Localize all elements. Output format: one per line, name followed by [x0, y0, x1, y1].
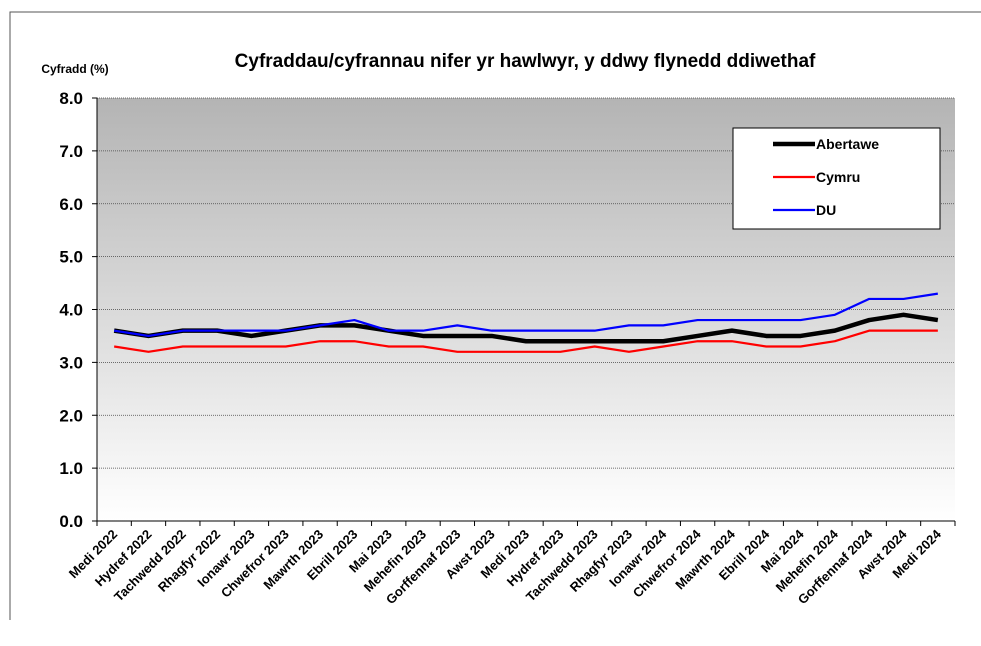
series-line [113, 329, 938, 353]
chart-frame [9, 11, 981, 620]
legend-box [732, 127, 941, 230]
y-tick-label: 7.0 [59, 142, 83, 161]
y-tick-label: 6.0 [59, 195, 83, 214]
series-line [113, 292, 939, 338]
legend-label: DU [816, 202, 836, 218]
y-tick-label: 8.0 [59, 89, 83, 108]
chart-title: Cyfraddau/cyfrannau nifer yr hawlwyr, y … [235, 51, 816, 72]
y-tick-label: 1.0 [59, 459, 83, 478]
legend-label: Abertawe [816, 136, 879, 152]
series-line [113, 312, 939, 344]
y-tick-label: 4.0 [59, 301, 83, 320]
y-axis-label: Cyfradd (%) [41, 62, 108, 76]
legend: Abertawe Cymru DU [732, 127, 941, 230]
lines [113, 292, 939, 353]
y-tick-label: 2.0 [59, 406, 83, 425]
y-tick-label: 3.0 [59, 353, 83, 372]
y-tick-label: 5.0 [59, 248, 83, 267]
legend-label: Cymru [816, 169, 860, 185]
y-tick-label: 0.0 [59, 512, 83, 531]
